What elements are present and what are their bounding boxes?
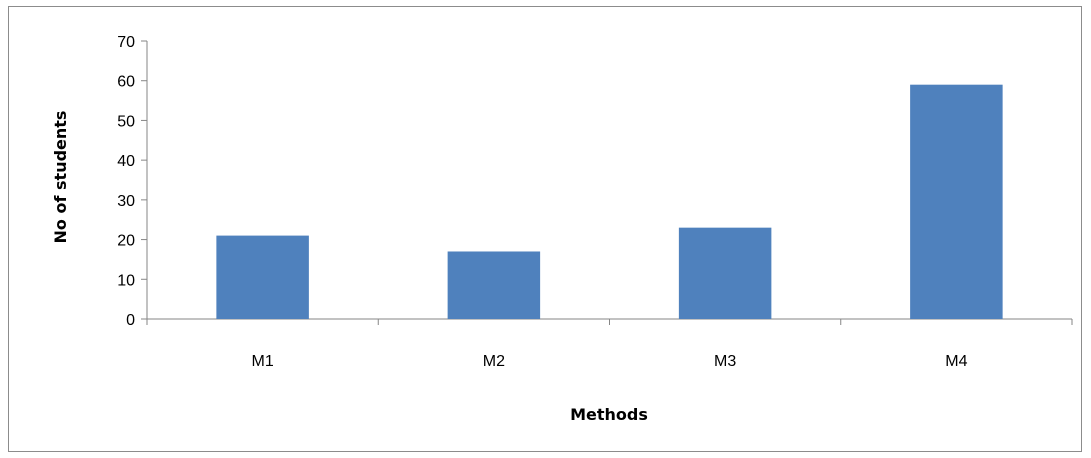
bar-m3 xyxy=(678,227,772,319)
x-tick-label: M3 xyxy=(714,353,736,370)
x-tick-label: M1 xyxy=(252,353,274,370)
bar-m4 xyxy=(910,84,1003,319)
y-tick-label: 20 xyxy=(117,233,135,250)
x-tick-label: M4 xyxy=(945,353,967,370)
chart-frame xyxy=(8,6,1082,452)
x-tick-label: M2 xyxy=(483,353,505,370)
x-axis-title: Methods xyxy=(570,405,648,424)
bar-m2 xyxy=(447,251,541,319)
y-tick-label: 0 xyxy=(126,312,135,329)
bar-m1 xyxy=(216,235,309,319)
y-tick-label: 70 xyxy=(117,34,135,51)
y-axis-title: No of students xyxy=(51,111,70,244)
y-tick-label: 30 xyxy=(117,193,135,210)
y-tick-label: 60 xyxy=(117,74,135,91)
chart-labels: 0 10 20 30 40 50 60 70 M1 M2 M3 M4 xyxy=(117,34,967,370)
y-tick-label: 50 xyxy=(117,113,135,130)
y-tick-label: 40 xyxy=(117,153,135,170)
y-tick-label: 10 xyxy=(117,272,135,289)
chart-bars xyxy=(216,84,1003,319)
